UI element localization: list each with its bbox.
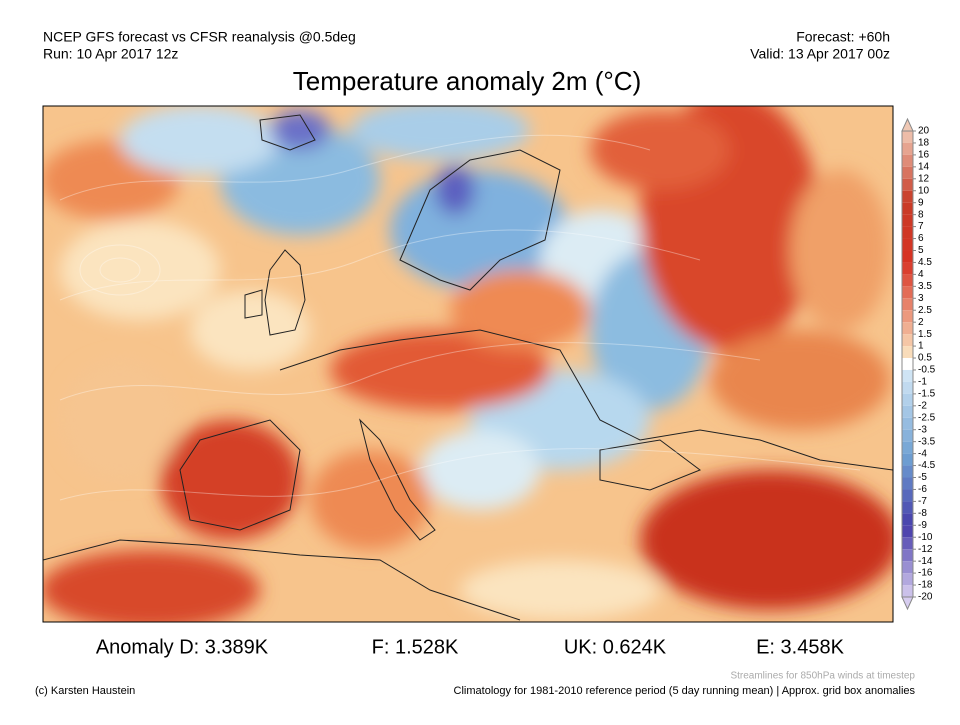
- colorbar-label: 3: [918, 293, 924, 304]
- colorbar-segment: [902, 226, 913, 239]
- colorbar-label: 12: [918, 173, 930, 184]
- anomaly: Anomaly D: 3.389K: [96, 636, 269, 658]
- credit: (c) Karsten Haustein: [35, 685, 135, 697]
- colorbar-segment: [902, 274, 913, 287]
- colorbar-label: -7: [918, 496, 927, 507]
- colorbar-label: 5: [918, 245, 924, 256]
- colorbar-label: -12: [918, 544, 933, 555]
- colorbar-segment: [902, 178, 913, 191]
- colorbar-segment: [902, 573, 913, 586]
- colorbar-segment: [902, 142, 913, 155]
- colorbar-segment: [902, 417, 913, 430]
- colorbar-label: 6: [918, 233, 924, 244]
- colorbar-label: -2.5: [918, 412, 936, 423]
- colorbar-segment: [902, 429, 913, 442]
- colorbar-label: -16: [918, 568, 933, 579]
- colorbar-label: 8: [918, 209, 924, 220]
- colorbar-segment: [902, 537, 913, 550]
- colorbar-frame: [901, 130, 914, 598]
- climatology-note: Climatology for 1981-2010 reference peri…: [454, 685, 916, 697]
- colorbar-label: -5: [918, 472, 927, 483]
- colorbar-label: -3.5: [918, 436, 936, 447]
- anomaly: UK: 0.624K: [564, 636, 667, 658]
- colorbar-label: 20: [918, 126, 930, 137]
- colorbar-label: 4: [918, 269, 924, 280]
- colorbar: 201816141210987654.543.532.521.510.5-0.5…: [901, 117, 936, 611]
- colorbar-label: -1: [918, 377, 927, 388]
- colorbar-segment: [902, 131, 913, 143]
- colorbar-label: -14: [918, 556, 933, 567]
- colorbar-label: -6: [918, 484, 927, 495]
- colorbar-segment: [902, 477, 913, 490]
- header-right-1: Forecast: +60h: [796, 29, 890, 45]
- map-frame: [42, 105, 894, 623]
- colorbar-segment: [902, 369, 913, 382]
- colorbar-segment: [902, 250, 913, 263]
- header-right-2: Valid: 13 Apr 2017 00z: [750, 46, 890, 62]
- colorbar-label: 1.5: [918, 329, 932, 340]
- colorbar-label: -1.5: [918, 389, 936, 400]
- colorbar-segment: [902, 154, 913, 167]
- colorbar-label: -10: [918, 532, 933, 543]
- colorbar-label: 2: [918, 317, 924, 328]
- colorbar-label: -4.5: [918, 460, 936, 471]
- colorbar-segment: [902, 441, 913, 454]
- colorbar-segment: [902, 238, 913, 251]
- colorbar-segment: [902, 322, 913, 335]
- colorbar-label: 9: [918, 197, 924, 208]
- colorbar-segment: [902, 166, 913, 179]
- colorbar-segment: [902, 513, 913, 526]
- colorbar-label: -8: [918, 508, 927, 519]
- colorbar-label: -4: [918, 448, 927, 459]
- colorbar-segment: [902, 381, 913, 394]
- colorbar-label: 0.5: [918, 353, 932, 364]
- streamlines-note: Streamlines for 850hPa winds at timestep: [730, 671, 915, 682]
- colorbar-label: 1: [918, 341, 924, 352]
- colorbar-label: 7: [918, 221, 924, 232]
- colorbar-segment: [902, 298, 913, 311]
- colorbar-label: -20: [918, 592, 933, 603]
- colorbar-label: 16: [918, 150, 930, 161]
- header-left-2: Run: 10 Apr 2017 12z: [43, 46, 178, 62]
- colorbar-label: 4.5: [918, 257, 932, 268]
- colorbar-segment: [902, 202, 913, 215]
- header-left-1: NCEP GFS forecast vs CFSR reanalysis @0.…: [43, 29, 356, 45]
- colorbar-label: -2: [918, 400, 927, 411]
- colorbar-label: 10: [918, 185, 930, 196]
- colorbar-segment: [902, 489, 913, 502]
- colorbar-label: 14: [918, 161, 930, 172]
- colorbar-segment: [902, 286, 913, 299]
- colorbar-segment: [902, 310, 913, 323]
- colorbar-segment: [902, 358, 913, 370]
- colorbar-segment: [902, 346, 913, 359]
- colorbar-segment: [902, 549, 913, 562]
- colorbar-segment: [902, 561, 913, 574]
- colorbar-end: [901, 596, 914, 611]
- colorbar-segment: [902, 465, 913, 478]
- colorbar-label: 2.5: [918, 305, 932, 316]
- map: [43, 106, 893, 622]
- title: Temperature anomaly 2m (°C): [293, 66, 642, 96]
- colorbar-label: -0.5: [918, 365, 936, 376]
- colorbar-segment: [902, 405, 913, 418]
- colorbar-segment: [902, 262, 913, 275]
- colorbar-label: 18: [918, 138, 930, 149]
- anomaly: E: 3.458K: [756, 636, 845, 658]
- colorbar-label: -18: [918, 580, 933, 591]
- colorbar-segment: [902, 525, 913, 538]
- colorbar-label: -3: [918, 424, 927, 435]
- colorbar-segment: [902, 334, 913, 347]
- colorbar-segment: [902, 393, 913, 406]
- colorbar-segment: [902, 453, 913, 466]
- colorbar-segment: [902, 585, 913, 597]
- colorbar-segment: [902, 214, 913, 227]
- colorbar-segment: [902, 501, 913, 514]
- colorbar-label: 3.5: [918, 281, 932, 292]
- colorbar-end: [901, 117, 914, 132]
- colorbar-segment: [902, 190, 913, 203]
- anomaly: F: 1.528K: [372, 636, 459, 658]
- colorbar-label: -9: [918, 520, 927, 531]
